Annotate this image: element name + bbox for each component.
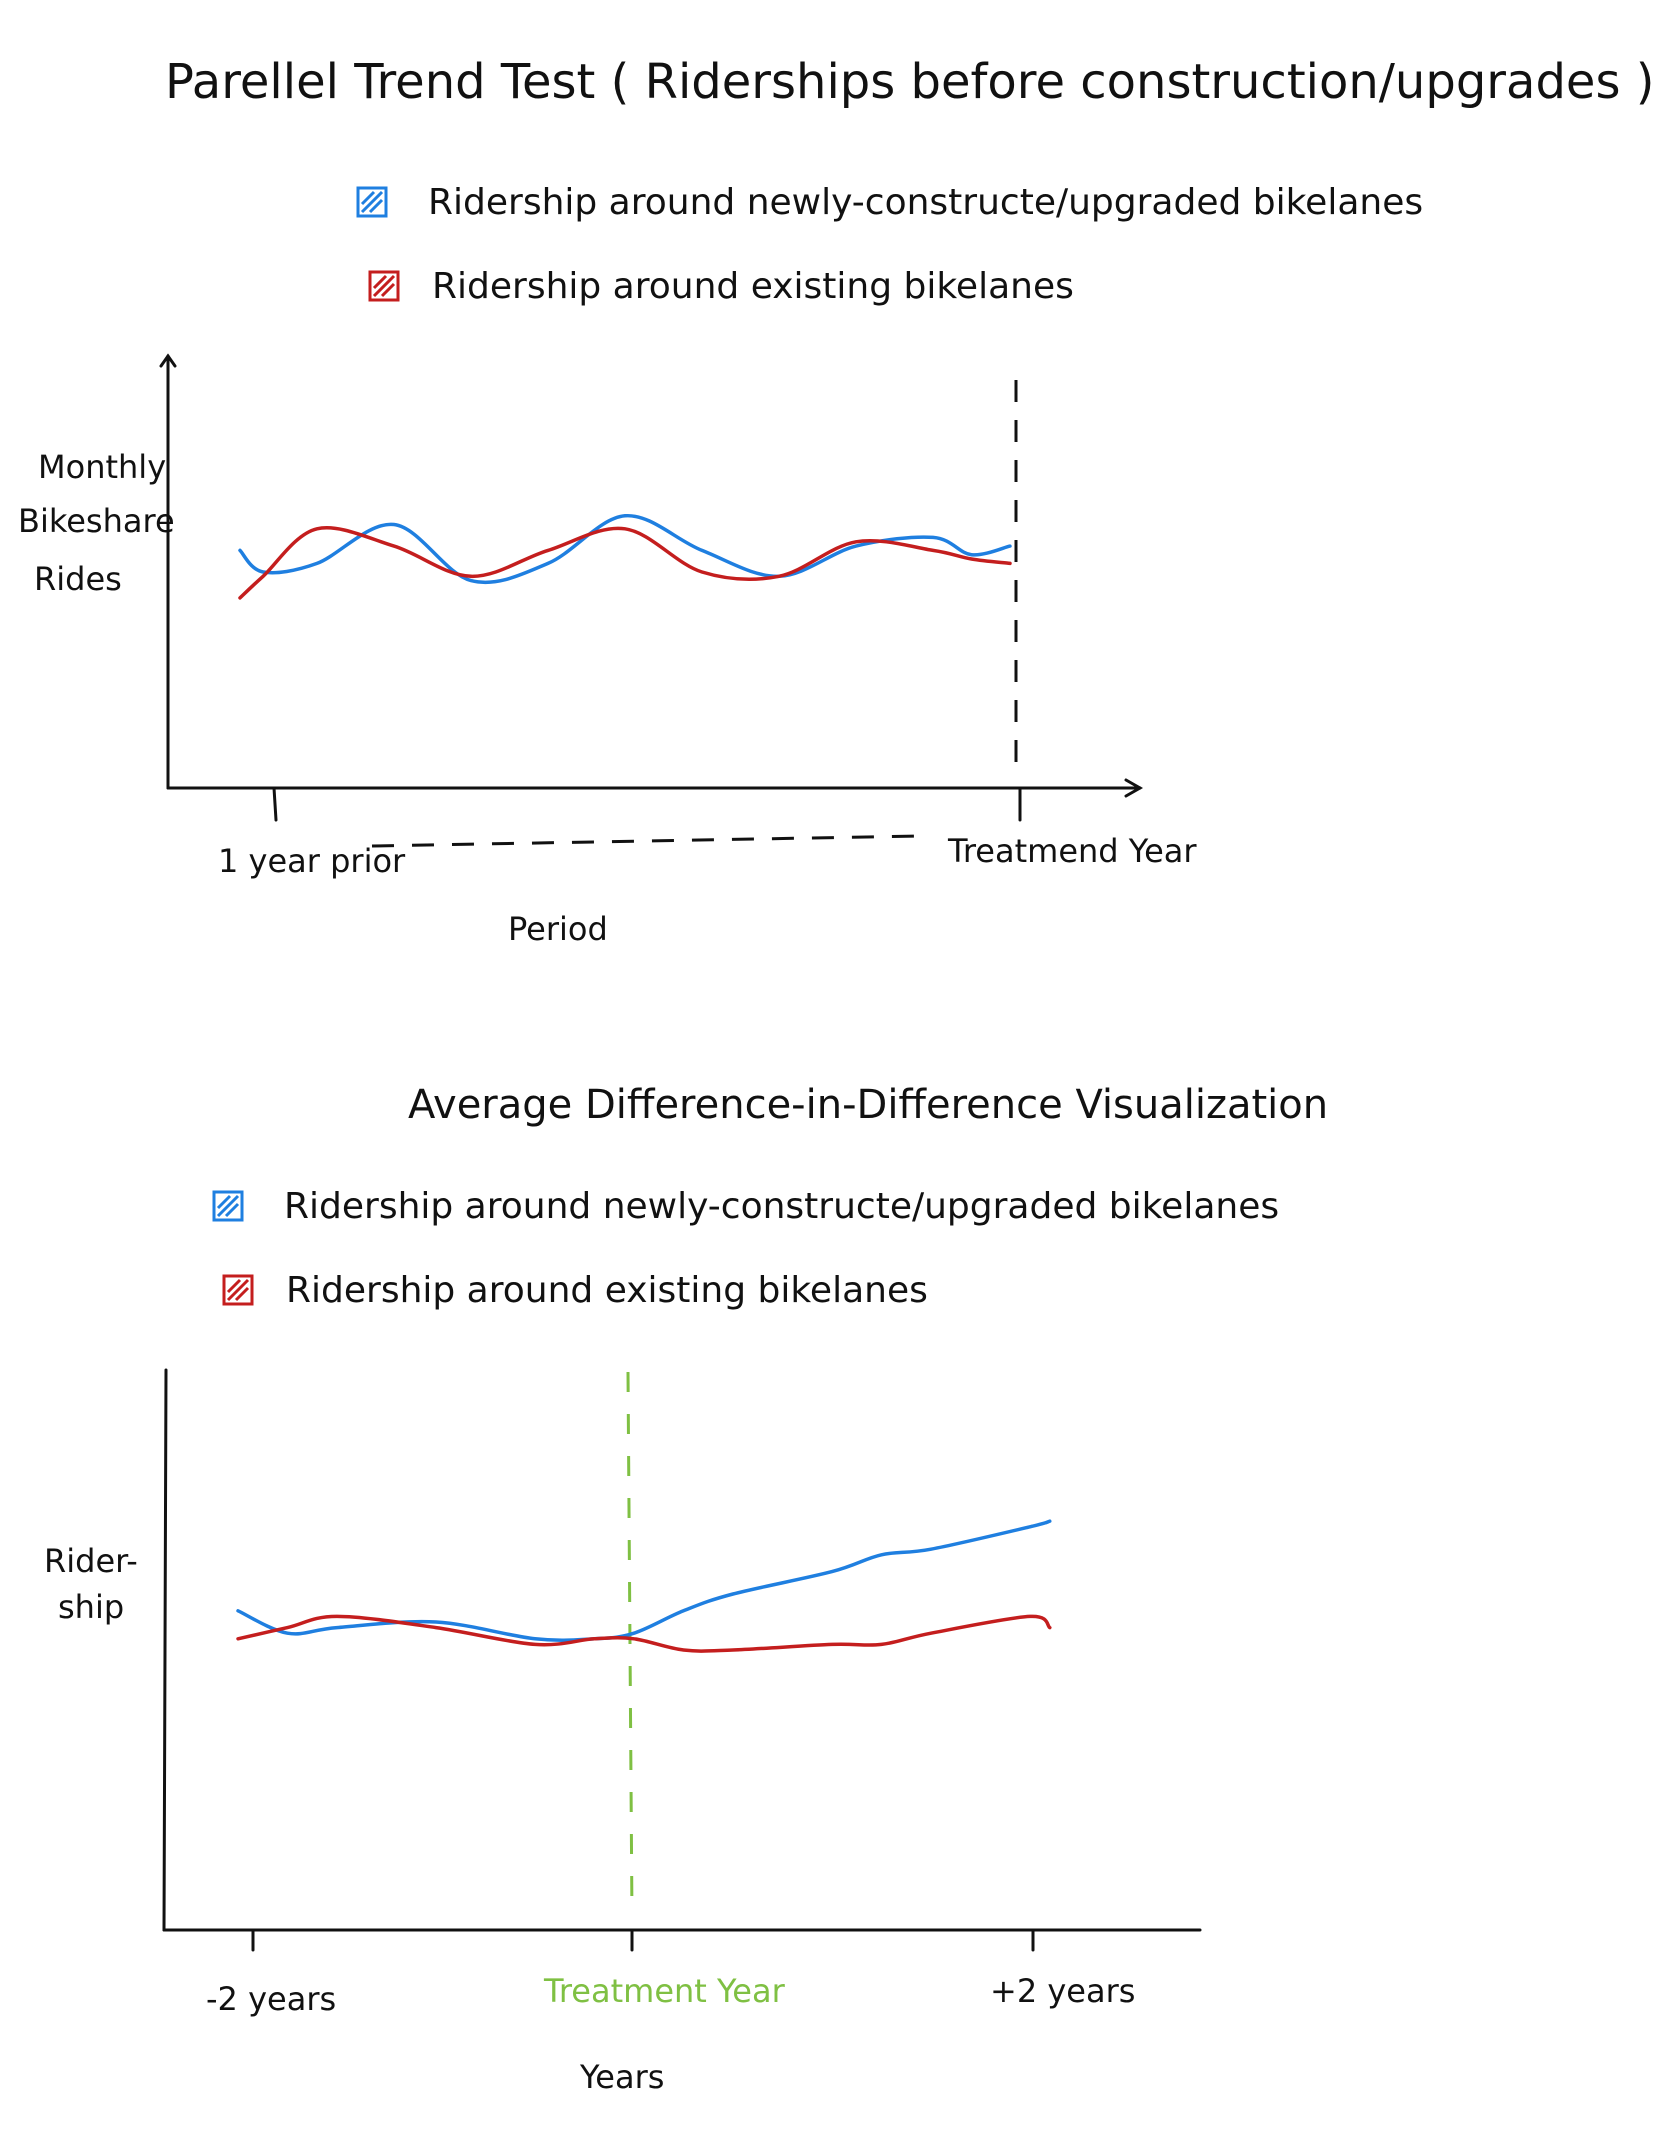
ylabel-line-1: Monthly [38,448,166,486]
legend-swatch-new-lanes [356,186,388,218]
chart-1-xlabel: Period [508,910,608,948]
chart-2-legend: Ridership around newly-constructe/upgrad… [212,1186,1279,1311]
chart-2-xlabel: Years [579,2058,664,2096]
chart-2-series-new-lanes [236,1519,1052,1643]
ylabel-line-3: Rides [34,560,122,598]
chart-1-tick-label-start: 1 year prior [218,842,406,880]
chart-2-ylabel: Rider- ship [44,1542,138,1626]
ylabel-line-2: Bikeshare [18,502,175,540]
chart-2-tick-label-plus-2: +2 years [990,1972,1135,2010]
legend-swatch-existing-lanes-hatch [226,1278,250,1302]
chart-1-tick-start [272,786,278,822]
chart-1-tick-label-treatment: Treatmend Year [947,832,1197,870]
chart-1-x-axis-arrow [1124,778,1144,798]
legend-label-new-lanes: Ridership around newly-constructe/upgrad… [428,182,1423,223]
legend-swatch-existing-lanes [222,1274,254,1306]
legend-label-existing-lanes: Ridership around existing bikelanes [432,266,1074,307]
chart-1-series-existing-lanes [238,526,1012,600]
legend-swatch-new-lanes-hatch [216,1194,240,1218]
chart-2-series-existing-lanes [236,1614,1052,1653]
legend-swatch-new-lanes-hatch [360,190,384,214]
chart-1-ylabel: Monthly Bikeshare Rides [18,448,175,598]
ylabel-line-1: Rider- [44,1542,138,1580]
legend-swatch-existing-lanes-hatch [372,274,396,298]
chart-2-tick-label-treatment: Treatment Year [543,1972,786,2010]
chart-1-period-span [371,834,921,848]
legend-label-new-lanes: Ridership around newly-constructe/upgrad… [284,1186,1279,1227]
ylabel-line-2: ship [58,1588,124,1626]
chart-1-y-axis-arrow [159,353,177,368]
chart-2-y-axis [162,1368,168,1932]
chart-1-series-new-lanes [238,514,1012,585]
chart-1-parallel-trend: Parellel Trend Test ( Riderships before … [18,54,1654,948]
legend-swatch-new-lanes [212,1190,244,1222]
chart-2-tick-label-minus-2: -2 years [206,1980,336,2018]
chart-1-legend: Ridership around newly-constructe/upgrad… [356,182,1423,307]
chart-2-title: Average Difference-in-Difference Visuali… [408,1082,1328,1128]
legend-swatch-existing-lanes [368,270,400,302]
chart-1-title: Parellel Trend Test ( Riderships before … [165,54,1654,110]
chart-2-did: Average Difference-in-Difference Visuali… [44,1082,1328,2096]
chart-2-treatment-line [626,1371,634,1919]
legend-label-existing-lanes: Ridership around existing bikelanes [286,1270,928,1311]
